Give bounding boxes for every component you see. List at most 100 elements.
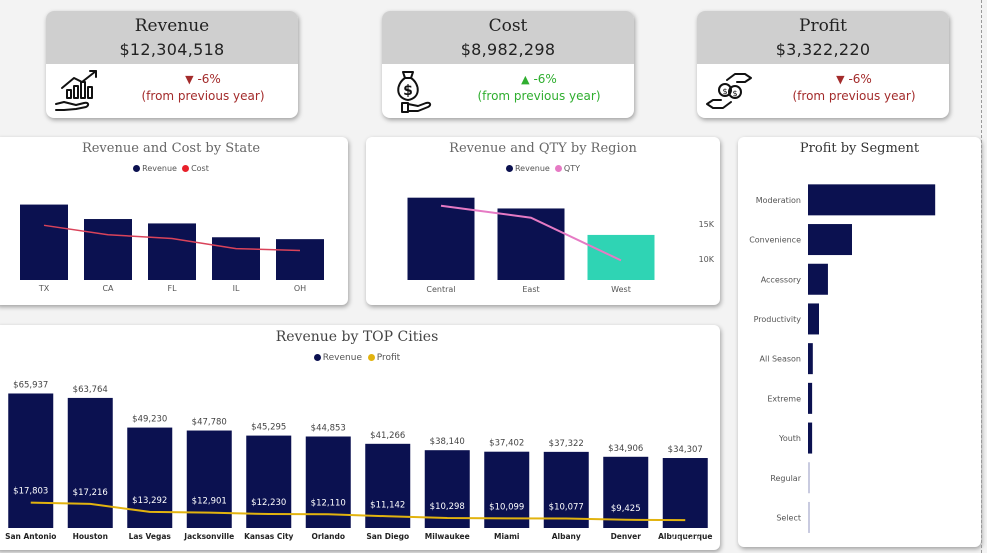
revenue-growth-icon: [55, 70, 97, 111]
profit-data-label: $12,230: [251, 498, 286, 508]
y-tick-label: All Season: [760, 355, 802, 364]
legend-label: QTY: [563, 164, 580, 173]
revenue-bar[interactable]: [212, 237, 260, 280]
chart-title: Revenue and Cost by State: [81, 141, 261, 156]
kpi-header: Revenue $12,304,518: [46, 11, 298, 64]
change-note: (from previous year): [792, 89, 916, 103]
x-tick-label: West: [611, 285, 631, 294]
profit-data-label: $9,263: [670, 536, 700, 546]
revenue-bar[interactable]: [67, 397, 113, 528]
profit-data-label: $17,216: [73, 488, 108, 498]
revenue-bar[interactable]: [603, 456, 649, 528]
profit-bar[interactable]: [808, 263, 828, 295]
profit-bar[interactable]: [808, 422, 813, 454]
x-tick-label: Denver: [611, 532, 642, 541]
revenue-bar[interactable]: [365, 443, 411, 528]
x-tick-label: Kansas City: [244, 532, 293, 541]
kpi-value: $8,982,298: [460, 40, 556, 59]
profit-data-label: $10,077: [549, 502, 584, 512]
legend-dot: [182, 165, 190, 172]
revenue-bar[interactable]: [84, 219, 132, 280]
profit-data-label: $10,298: [430, 502, 465, 512]
revenue-by-top-cities-panel[interactable]: Revenue by TOP Cities Revenue Profit $65…: [0, 325, 720, 550]
profit-bar[interactable]: [808, 382, 813, 414]
legend-dot: [367, 354, 375, 361]
revenue-bar[interactable]: [8, 393, 54, 528]
revenue-data-label: $44,853: [311, 423, 346, 433]
chart-title: Revenue and QTY by Region: [449, 141, 637, 156]
profit-bar[interactable]: [808, 184, 936, 216]
y2-tick-label: 10K: [699, 255, 715, 264]
cost-kpi-card[interactable]: Cost $8,982,298 $ ▲ -6% (from previous y…: [382, 11, 634, 118]
profit-bar[interactable]: [808, 501, 810, 533]
revenue-cost-by-state-panel[interactable]: Revenue and Cost by State Revenue Cost T…: [0, 137, 348, 305]
y2-tick-label: 15K: [699, 220, 715, 229]
profit-bar[interactable]: [808, 343, 813, 375]
x-tick-label: Milwaukee: [425, 532, 470, 541]
profit-bar[interactable]: [808, 303, 819, 335]
x-tick-label: IL: [233, 284, 240, 293]
revenue-data-label: $34,307: [668, 445, 703, 455]
x-tick-label: East: [522, 285, 539, 294]
chart-legend: Revenue Cost: [0, 164, 348, 173]
legend-label: Cost: [191, 164, 209, 173]
x-tick-label: Houston: [73, 532, 108, 541]
revenue-kpi-card[interactable]: Revenue $12,304,518 ▼ -6% (from previous…: [46, 11, 298, 118]
kpi-change: ▲ -6% (from previous year): [444, 71, 634, 104]
revenue-qty-by-region-panel[interactable]: Revenue and QTY by Region Revenue QTY Ce…: [366, 137, 720, 305]
revenue-data-label: $65,937: [13, 380, 48, 390]
region-chart: Central East West 15K 10K: [407, 197, 715, 294]
revenue-bar[interactable]: [148, 223, 196, 280]
x-tick-label: OH: [294, 284, 306, 293]
y-tick-label: Extreme: [767, 394, 801, 403]
chart-legend: Revenue Profit: [0, 353, 720, 363]
kpi-title: Revenue: [134, 16, 210, 36]
svg-text:$: $: [403, 83, 413, 99]
revenue-bar[interactable]: [20, 204, 68, 280]
profit-line: [30, 501, 686, 522]
revenue-bar[interactable]: [407, 197, 475, 280]
legend-dot: [505, 165, 513, 172]
revenue-bar[interactable]: [276, 239, 324, 280]
revenue-bar[interactable]: [497, 208, 565, 280]
profit-data-label: $13,292: [132, 496, 167, 506]
revenue-bar[interactable]: [587, 234, 655, 280]
change-value: -6%: [533, 72, 557, 86]
profit-data-label: $17,803: [13, 487, 48, 497]
x-tick-label: Jacksonville: [183, 532, 234, 541]
y-tick-label: Regular: [770, 474, 801, 483]
kpi-title: Profit: [799, 16, 847, 36]
profit-data-label: $12,901: [192, 497, 227, 507]
profit-bar[interactable]: [808, 224, 852, 256]
y-tick-label: Select: [776, 513, 801, 522]
revenue-data-label: $37,402: [489, 439, 524, 449]
x-tick-label: San Antonio: [5, 532, 56, 541]
revenue-bar[interactable]: [662, 458, 708, 528]
svg-text:$: $: [722, 87, 727, 96]
down-triangle-icon: ▼: [185, 73, 194, 86]
revenue-data-label: $45,295: [251, 423, 286, 433]
revenue-bar[interactable]: [484, 451, 530, 528]
kpi-header: Profit $3,322,220: [697, 11, 949, 64]
x-tick-label: Orlando: [311, 532, 345, 541]
revenue-bar[interactable]: [246, 435, 292, 528]
hand-exchange-money-icon: $ $: [706, 73, 752, 109]
revenue-data-label: $34,906: [608, 444, 643, 454]
revenue-bar[interactable]: [424, 450, 470, 528]
legend-label: Revenue: [514, 164, 550, 173]
kpi-header: Cost $8,982,298: [382, 11, 634, 64]
x-tick-label: Miami: [494, 532, 519, 541]
chart-title: Profit by Segment: [799, 141, 920, 156]
segment-chart: Moderation Convenience Accessory Productivi…: [749, 184, 936, 533]
cost-line: [43, 224, 301, 252]
revenue-bar[interactable]: [305, 436, 351, 528]
profit-data-label: $11,142: [370, 500, 405, 510]
revenue-bar[interactable]: [543, 451, 589, 528]
up-triangle-icon: ▲: [521, 73, 530, 86]
profit-data-label: $10,099: [489, 502, 524, 512]
profit-kpi-card[interactable]: Profit $3,322,220 $ $ ▼ -6% (from previo…: [697, 11, 949, 118]
qty-line: [440, 204, 622, 262]
profit-by-segment-panel[interactable]: Profit by Segment Moderation Convenience A…: [738, 137, 981, 547]
revenue-data-label: $63,764: [73, 385, 108, 395]
profit-bar[interactable]: [808, 462, 810, 494]
